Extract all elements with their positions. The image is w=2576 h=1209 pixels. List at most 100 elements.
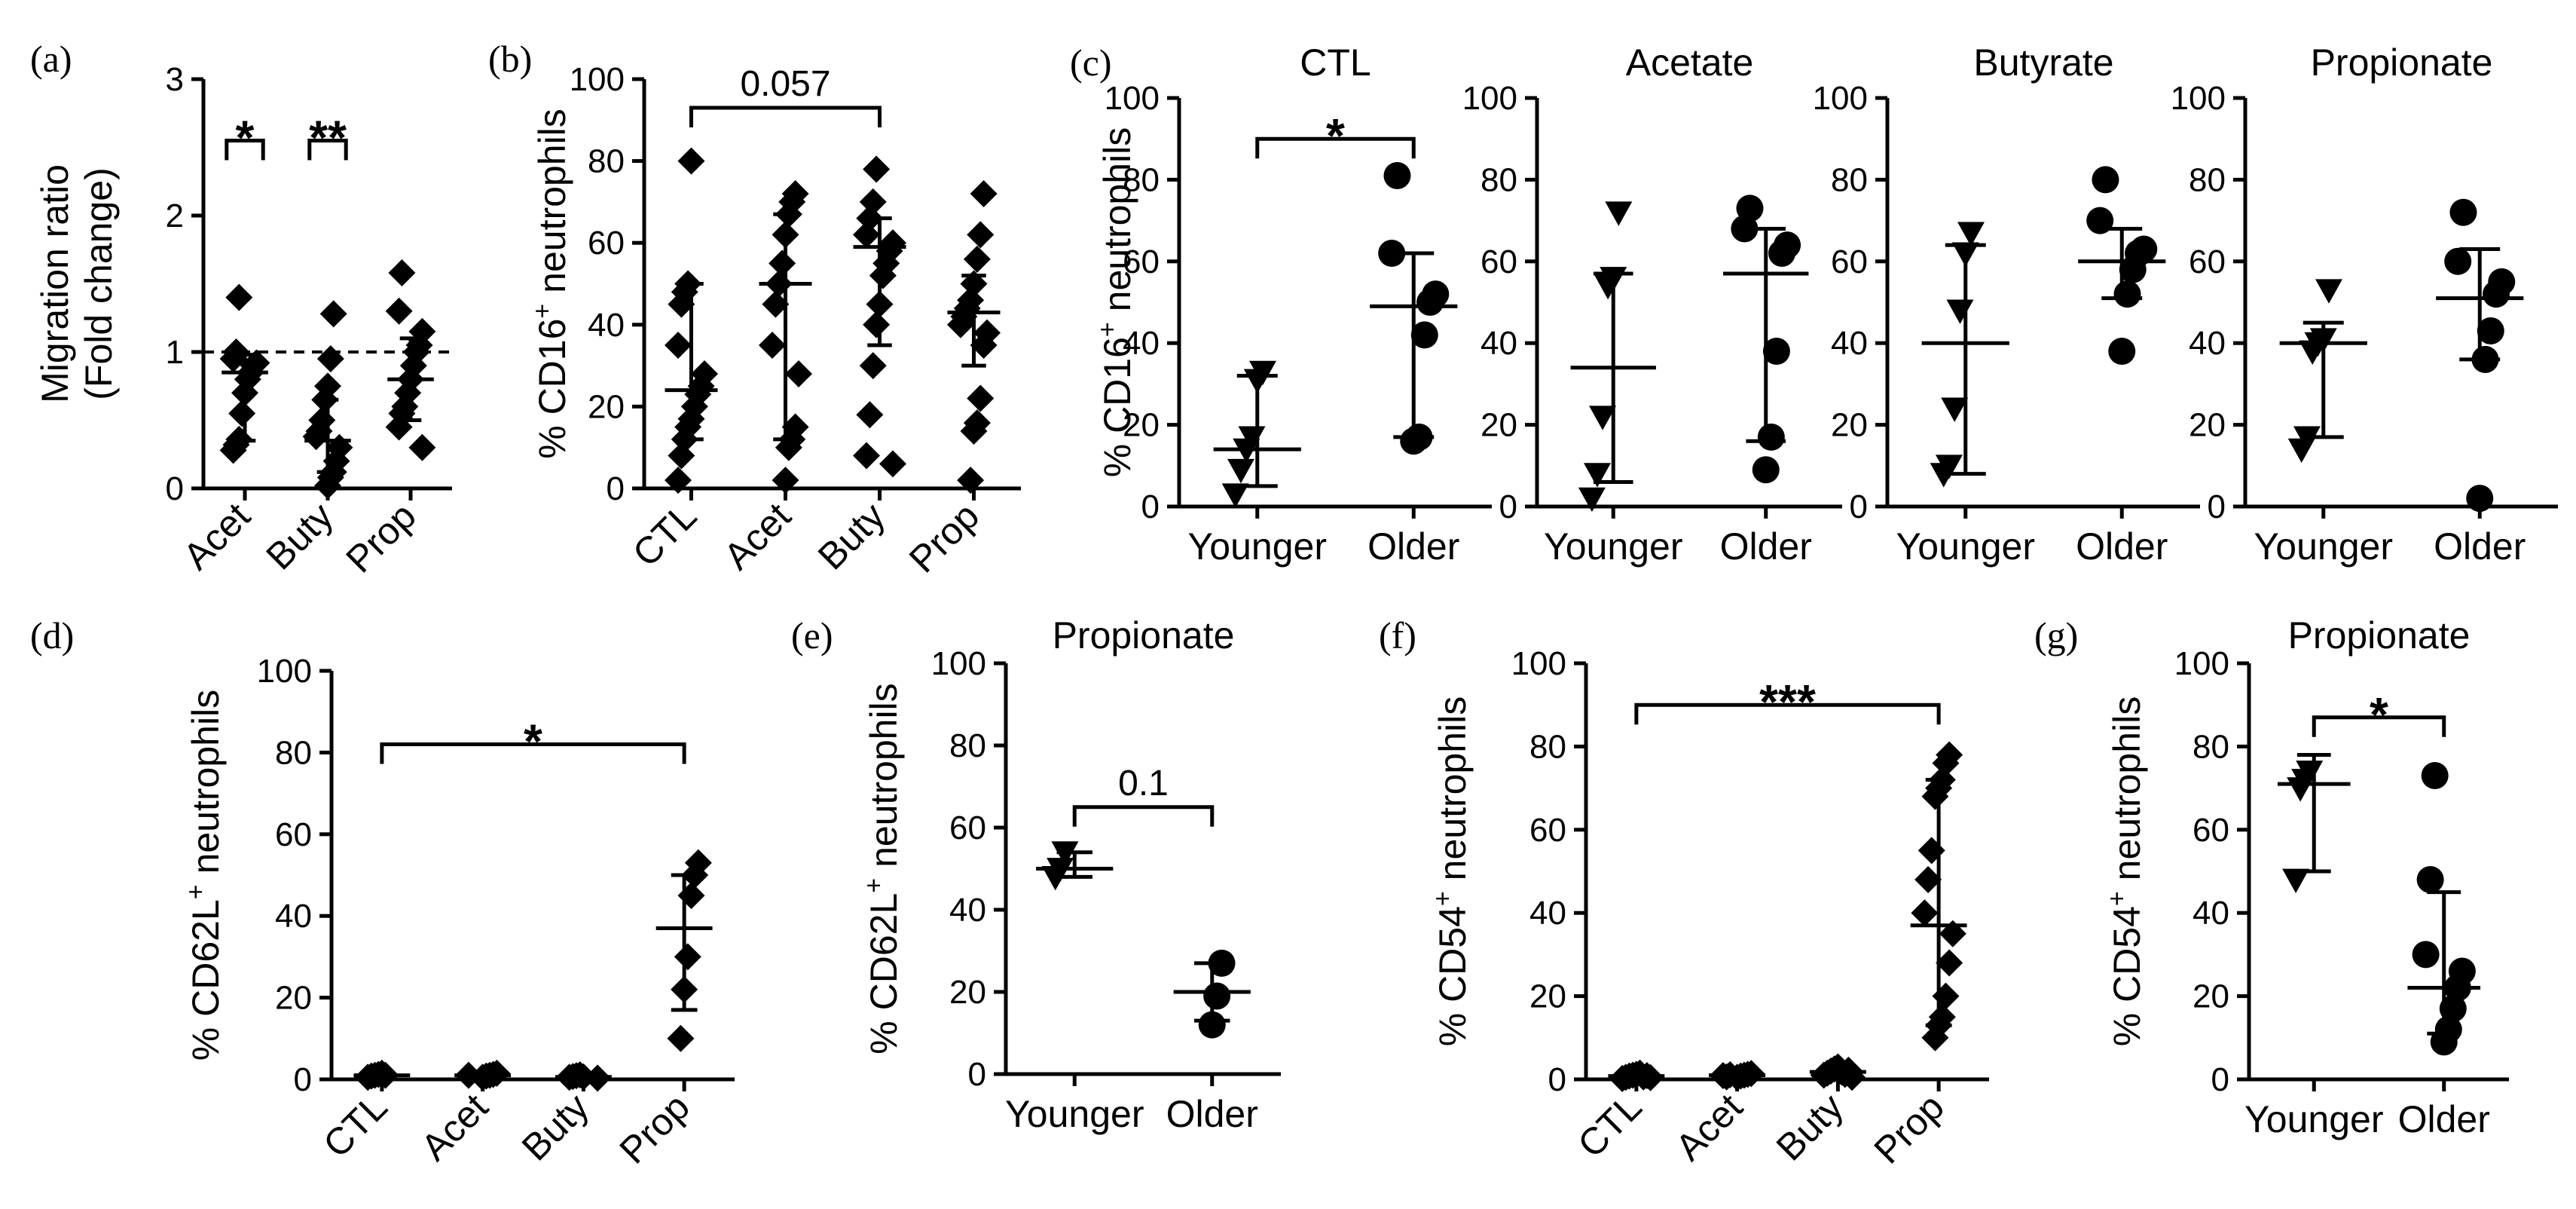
x-tick-label: Acet (1667, 1085, 1750, 1168)
significance-label: 0.1 (1118, 764, 1169, 803)
data-point (316, 345, 344, 373)
panel-title: Propionate (1053, 614, 1235, 657)
x-tick-label: Prop (1866, 1085, 1952, 1171)
y-tick-label: 20 (1529, 978, 1566, 1015)
x-tick-label: CTL (625, 494, 704, 574)
data-point (2315, 279, 2343, 304)
x-tick-label: Older (1367, 525, 1459, 568)
data-point (2466, 485, 2494, 513)
y-tick-label: 60 (1831, 243, 1868, 280)
significance-label: *** (1759, 675, 1816, 729)
data-point (1932, 982, 1960, 1010)
data-point (319, 300, 347, 328)
y-tick-label: 100 (1462, 80, 1517, 117)
data-point (1946, 299, 1974, 324)
data-point (853, 442, 880, 470)
panel-letter: (e) (791, 614, 833, 657)
data-point (674, 943, 701, 971)
y-tick-label: 60 (1529, 812, 1566, 849)
data-point (2434, 1015, 2462, 1043)
data-point (1957, 222, 1985, 246)
y-tick-label: 40 (2189, 325, 2226, 362)
data-point (2444, 247, 2472, 275)
y-tick-label: 20 (275, 980, 312, 1017)
data-point (2108, 338, 2136, 366)
data-point (1941, 397, 1969, 422)
panel-c3: Butyrate 0 20 40 60 80 100 Younger Older (1813, 41, 2200, 568)
data-point (665, 331, 692, 359)
data-point (2416, 866, 2444, 894)
y-tick-label: 0 (2211, 1061, 2229, 1098)
y-tick-label: 100 (1813, 80, 1868, 117)
data-point (1378, 239, 1406, 267)
y-axis-title: Migration ratio (34, 164, 76, 403)
x-tick-label: Younger (1005, 1093, 1144, 1135)
y-tick-label: 20 (2193, 978, 2229, 1015)
panel-e: (e) Propionate 0 20 40 60 80 100 % CD62L+ neutro… (791, 614, 1281, 1135)
panel-title: Butyrate (1973, 41, 2113, 84)
data-point (1774, 231, 1801, 259)
panel-b: (b) 0 20 40 60 80 100 % CD16+ neutrophils CTL Ace… (488, 38, 1021, 580)
y-tick-label: 0 (294, 1061, 312, 1098)
significance-label: * (1326, 109, 1345, 163)
significance-bracket (1255, 136, 1416, 159)
y-tick-label: 100 (257, 653, 312, 690)
data-point (228, 399, 256, 427)
data-point (963, 245, 991, 273)
x-tick-label: Acet (175, 494, 258, 577)
x-tick-label: CTL (315, 1085, 395, 1165)
data-point (2488, 268, 2516, 295)
x-tick-label: Older (2076, 525, 2168, 568)
y-tick-label: 80 (2193, 728, 2229, 765)
y-tick-label: 0 (607, 470, 625, 507)
x-tick-label: Older (2398, 1098, 2490, 1140)
x-tick-label: Younger (2244, 1098, 2383, 1140)
data-point (2448, 957, 2476, 985)
data-point (1914, 866, 1942, 894)
y-tick-label: 0 (968, 1056, 986, 1093)
data-point (1249, 360, 1277, 386)
y-tick-label: 40 (588, 307, 625, 344)
panel-g: (g) Propionate 0 20 40 60 80 100 % CD54+ neutrop… (2034, 614, 2509, 1140)
data-point (1731, 215, 1759, 243)
significance-label: * (236, 110, 255, 164)
data-point (1583, 463, 1611, 488)
y-tick-label: 40 (1529, 895, 1566, 932)
x-tick-label: Prop (612, 1085, 698, 1171)
y-tick-label: 0 (2208, 488, 2226, 525)
significance-bracket (307, 138, 348, 161)
y-tick-label: 40 (275, 898, 312, 935)
data-point (385, 297, 413, 325)
y-tick-label: 40 (1831, 325, 1868, 362)
y-tick-label: 0 (1548, 1061, 1566, 1098)
y-tick-label: 80 (2189, 161, 2226, 198)
y-tick-label: 40 (1481, 325, 1517, 362)
significance-label: * (2370, 687, 2388, 742)
y-tick-label: 20 (2189, 407, 2226, 444)
y-tick-label: 40 (2193, 895, 2229, 932)
significance-bracket (380, 742, 686, 764)
y-tick-label: 60 (275, 816, 312, 853)
data-point (684, 849, 712, 877)
y-tick-label: 40 (949, 892, 986, 929)
x-tick-label: Buty (810, 494, 893, 577)
data-point (2130, 235, 2158, 263)
data-point (222, 338, 250, 366)
significance-label: * (524, 715, 542, 769)
y-tick-label: 80 (588, 143, 625, 180)
x-tick-label: CTL (1569, 1085, 1649, 1165)
data-point (2113, 280, 2141, 308)
x-tick-label: Prop (338, 494, 423, 580)
data-point (2282, 868, 2310, 894)
data-point (1911, 899, 1939, 927)
data-point (408, 433, 436, 461)
data-point (769, 249, 796, 277)
y-tick-label: 80 (275, 734, 312, 771)
data-point (781, 180, 809, 208)
x-tick-label: Prop (901, 494, 987, 580)
y-tick-label: 60 (949, 810, 986, 846)
y-tick-label: 20 (1481, 407, 1517, 444)
data-point (957, 467, 985, 494)
y-tick-label: 80 (1123, 161, 1160, 198)
